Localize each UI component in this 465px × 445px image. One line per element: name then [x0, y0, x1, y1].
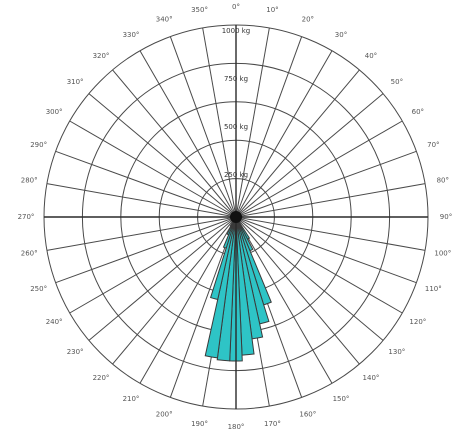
angle-label-190: 190°: [191, 420, 208, 428]
grid-spoke-330: [139, 50, 237, 218]
angle-label-250: 250°: [30, 285, 47, 293]
angle-label-180: 180°: [228, 423, 245, 431]
bar-series: [204, 216, 272, 362]
radial-label-500: 500 kg: [224, 123, 248, 131]
angle-label-110: 110°: [425, 285, 442, 293]
angle-label-350: 350°: [191, 6, 208, 14]
angle-label-120: 120°: [409, 318, 426, 326]
angle-label-130: 130°: [388, 348, 405, 356]
grid-spoke-300: [69, 120, 237, 218]
grid-spoke-310: [88, 93, 237, 218]
radial-tick-labels: 250 kg 500 kg 750 kg 1000 kg: [222, 27, 251, 179]
angle-label-330: 330°: [123, 31, 140, 39]
angle-label-100: 100°: [434, 249, 451, 257]
grid-spoke-220: [112, 216, 237, 365]
angle-label-240: 240°: [46, 318, 63, 326]
angle-label-80: 80°: [437, 177, 449, 185]
angle-label-200: 200°: [156, 410, 173, 418]
radial-label-750: 750 kg: [224, 75, 248, 83]
angle-label-40: 40°: [365, 52, 377, 60]
grid-spoke-320: [112, 69, 237, 218]
grid-spoke-290: [55, 150, 237, 218]
angle-label-260: 260°: [21, 249, 38, 257]
angle-label-210: 210°: [123, 395, 140, 403]
radial-label-1000: 1000 kg: [222, 27, 251, 35]
angle-label-20: 20°: [302, 16, 314, 24]
angle-label-30: 30°: [335, 31, 347, 39]
angle-label-340: 340°: [156, 16, 173, 24]
grid-spoke-280: [46, 183, 237, 218]
grid-spoke-250: [55, 216, 237, 284]
grid-spoke-210: [139, 216, 237, 384]
angle-label-310: 310°: [67, 78, 84, 86]
angle-label-140: 140°: [363, 374, 380, 382]
angle-label-160: 160°: [299, 410, 316, 418]
angle-label-320: 320°: [93, 52, 110, 60]
grid-spoke-70: [235, 150, 417, 218]
angle-label-10: 10°: [266, 6, 278, 14]
angle-label-90: 90°: [440, 213, 452, 221]
grid-spoke-140: [235, 216, 360, 365]
angle-label-300: 300°: [46, 108, 63, 116]
angle-label-290: 290°: [30, 141, 47, 149]
angle-label-70: 70°: [427, 141, 439, 149]
angle-label-280: 280°: [21, 177, 38, 185]
grid-spoke-10: [235, 27, 270, 218]
grid-spoke-20: [235, 36, 303, 218]
angle-label-150: 150°: [333, 395, 350, 403]
grid-spoke-50: [235, 93, 384, 218]
angle-label-60: 60°: [412, 108, 424, 116]
grid-spoke-350: [202, 27, 237, 218]
angle-tick-labels: 0° 10° 20° 30° 40° 50° 60° 70° 80° 90° 100° 110° 120…: [18, 3, 453, 431]
grid-spoke-100: [235, 216, 426, 251]
grid-spoke-130: [235, 216, 384, 341]
angle-label-220: 220°: [93, 374, 110, 382]
angle-label-230: 230°: [67, 348, 84, 356]
radial-label-250: 250 kg: [224, 171, 248, 179]
grid-spoke-80: [235, 183, 426, 218]
grid-spoke-340: [169, 36, 237, 218]
grid-spoke-260: [46, 216, 237, 251]
angle-label-170: 170°: [264, 420, 281, 428]
grid-spoke-30: [235, 50, 333, 218]
grid-spoke-240: [69, 216, 237, 314]
angle-label-50: 50°: [391, 78, 403, 86]
grid-spoke-230: [88, 216, 237, 341]
angle-label-270: 270°: [18, 213, 35, 221]
grid-spoke-110: [235, 216, 417, 284]
grid-spoke-150: [235, 216, 333, 384]
angle-label-0: 0°: [232, 3, 240, 11]
grid-spoke-120: [235, 216, 403, 314]
grid-spoke-40: [235, 69, 360, 218]
grid-spoke-60: [235, 120, 403, 218]
center-hub: [230, 211, 242, 223]
